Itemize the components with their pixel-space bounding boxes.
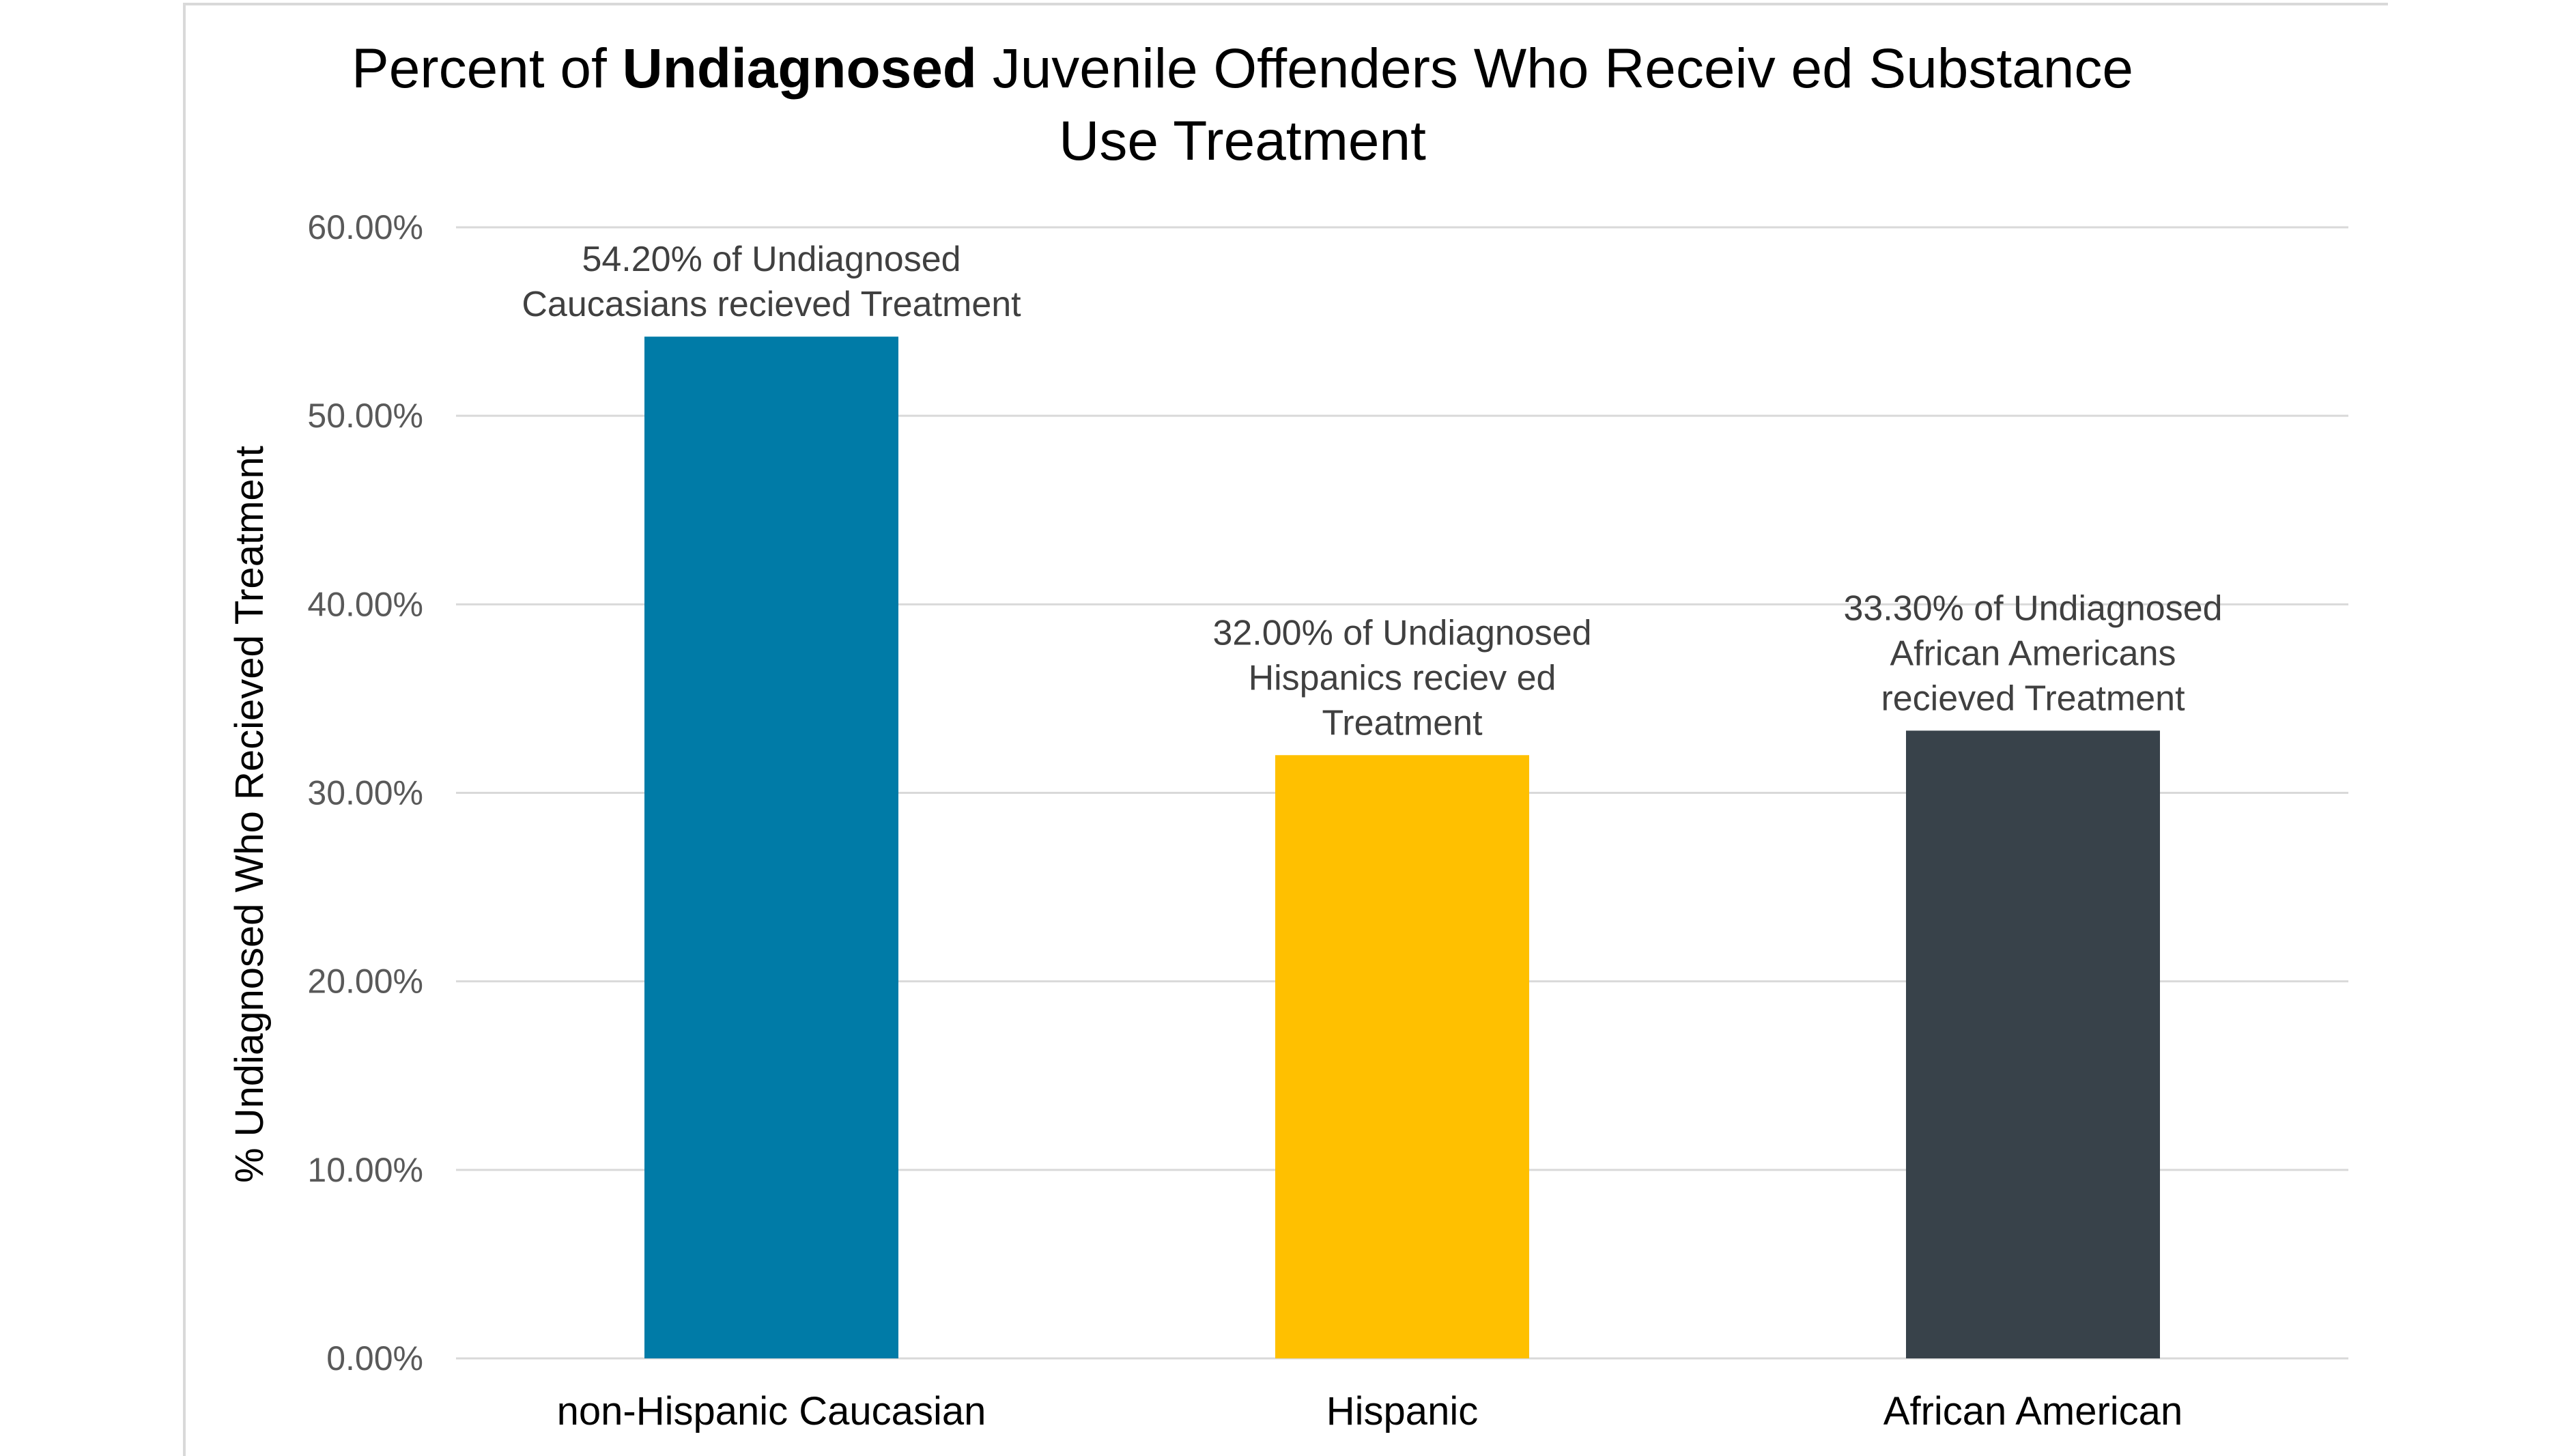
y-tick-label: 20.00% <box>307 962 423 1001</box>
y-tick-label: 0.00% <box>326 1339 423 1378</box>
y-tick-label: 50.00% <box>307 397 423 435</box>
data-label: recieved Treatment <box>1881 679 2185 718</box>
title-part-1: Percent of <box>352 38 623 100</box>
x-category-label: non-Hispanic Caucasian <box>557 1389 986 1433</box>
data-label: Caucasians recieved Treatment <box>522 285 1021 324</box>
title-part-2: Juvenile Offenders Who Receiv ed Substan… <box>976 38 2133 172</box>
x-category-label: African American <box>1883 1389 2182 1433</box>
data-label: 32.00% of Undiagnosed <box>1212 613 1591 653</box>
data-label: African Americans <box>1890 633 2176 673</box>
data-label: Hispanics reciev ed <box>1249 658 1556 698</box>
data-label: 33.30% of Undiagnosed <box>1843 588 2222 628</box>
y-tick-label: 40.00% <box>307 585 423 623</box>
x-axis-categories: non-Hispanic Caucasian Hispanic African Am… <box>557 1389 2183 1433</box>
data-label: Treatment <box>1322 703 1483 743</box>
bars <box>644 337 2160 1359</box>
bar <box>1275 755 1529 1358</box>
y-axis-label: % Undiagnosed Who Recieved Treatment <box>227 446 272 1183</box>
y-tick-label: 10.00% <box>307 1151 423 1189</box>
title-bold-word: Undiagnosed <box>622 38 977 100</box>
y-tick-label: 30.00% <box>307 774 423 812</box>
bar <box>1906 730 2160 1358</box>
data-labels: 54.20% of Undiagnosed Caucasians recieved… <box>522 240 2222 743</box>
bar <box>644 337 898 1359</box>
y-tick-label: 60.00% <box>307 208 423 246</box>
chart-frame <box>183 3 2388 1456</box>
data-label: 54.20% of Undiagnosed <box>582 240 961 279</box>
x-category-label: Hispanic <box>1326 1389 1478 1433</box>
y-axis-ticks: 0.00% 10.00% 20.00% 30.00% 40.00% 50.00% 60.00… <box>307 208 423 1378</box>
chart-title: Percent of Undiagnosed Juvenile Offender… <box>321 33 2164 177</box>
